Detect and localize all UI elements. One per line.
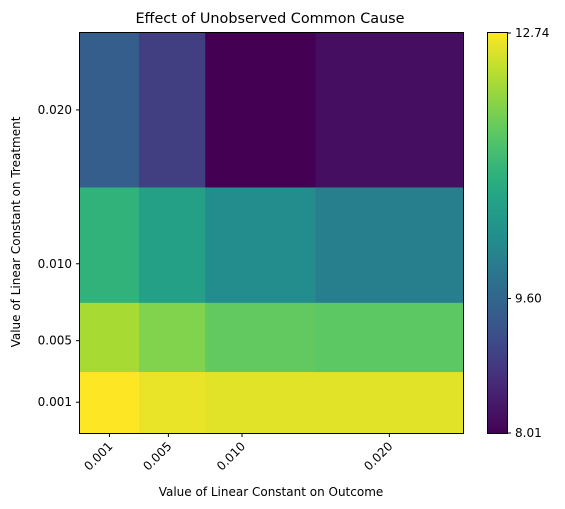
heatmap-cell (138, 186, 206, 303)
heatmap-cell (205, 302, 317, 373)
heatmap-cell (315, 186, 464, 303)
x-tick-label: 0.020 (361, 439, 395, 473)
heatmap-cell (205, 371, 317, 434)
x-tick-label: 0.001 (81, 439, 115, 473)
chart-title: Effect of Unobserved Common Cause (135, 11, 404, 27)
y-tick-label: 0.001 (38, 395, 72, 409)
y-tick-label: 0.020 (38, 103, 72, 117)
colorbar-axis: 8.01 9.60 12.74 (507, 26, 549, 440)
heatmap-cell (205, 33, 317, 188)
colorbar-tick-label: 8.01 (515, 426, 542, 440)
heatmap-cell (80, 186, 140, 303)
plot-frame (79, 32, 464, 434)
y-tick-label: 0.010 (38, 257, 72, 271)
heatmap-cell (138, 371, 206, 434)
x-axis-label: Value of Linear Constant on Outcome (159, 485, 384, 499)
colorbar-tick-label: 9.60 (515, 292, 542, 306)
colorbar-tick-label: 12.74 (515, 26, 549, 40)
heatmap-cell (315, 371, 464, 434)
colorbar (487, 32, 508, 434)
x-tick-label: 0.005 (140, 439, 174, 473)
y-axis-label: Value of Linear Constant on Treatment (9, 116, 23, 347)
heatmap-cell (80, 33, 140, 188)
x-axis: 0.001 0.005 0.010 0.020 (81, 433, 395, 473)
heatmap-cell (315, 33, 464, 188)
y-axis: 0.001 0.005 0.010 0.020 (38, 103, 80, 409)
heatmap-cell (80, 302, 140, 373)
heatmap-cell (205, 186, 317, 303)
heatmap-cell (138, 33, 206, 188)
y-tick-label: 0.005 (38, 334, 72, 348)
heatmap-cell (138, 302, 206, 373)
x-tick-label: 0.010 (214, 439, 248, 473)
heatmap-cells (80, 33, 464, 434)
heatmap-cell (80, 371, 140, 434)
heatmap-cell (315, 302, 464, 373)
